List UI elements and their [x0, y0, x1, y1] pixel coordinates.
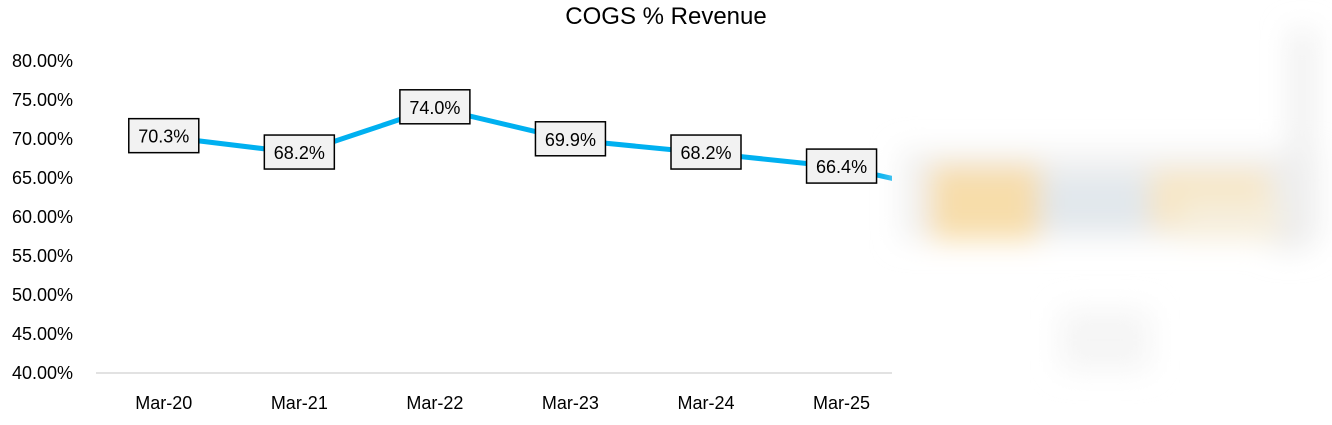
data-label-box: [670, 134, 742, 170]
y-tick-label: 60.00%: [12, 207, 73, 227]
x-tick-label: Mar-23: [542, 393, 599, 413]
blur-smudge: [1290, 30, 1314, 190]
data-label: 68.2%: [680, 143, 731, 163]
data-label-box: [128, 117, 200, 154]
x-tick-label: Mar-21: [271, 393, 328, 413]
y-tick-label: 45.00%: [12, 324, 73, 344]
blur-smudge: [1040, 175, 1160, 230]
blur-smudge: [1180, 200, 1280, 240]
data-label-box: [263, 134, 336, 170]
chart-title: COGS % Revenue: [565, 3, 766, 30]
data-label: 69.9%: [545, 130, 596, 150]
data-label-box: [534, 121, 607, 157]
y-tick-label: 70.00%: [12, 129, 73, 149]
y-tick-label: 80.00%: [12, 51, 73, 71]
x-tick-label: Mar-20: [135, 393, 192, 413]
y-tick-label: 75.00%: [12, 90, 73, 110]
x-tick-label: Mar-22: [406, 393, 463, 413]
blur-smudge: [1060, 310, 1150, 370]
data-label: 66.4%: [816, 157, 867, 177]
data-label-box: [805, 148, 878, 184]
data-label: 74.0%: [409, 98, 460, 118]
y-tick-label: 50.00%: [12, 285, 73, 305]
y-axis: 40.00% 45.00% 50.00% 55.00% 60.00% 65.00% 70.0…: [12, 51, 73, 383]
data-label-box: [399, 89, 471, 125]
blur-smudges: [900, 30, 1320, 370]
data-label: 70.3%: [138, 127, 189, 147]
y-tick-label: 40.00%: [12, 363, 73, 383]
data-labels: 70.3% 68.2% 74.0% 69.9% 68.2% 66.4%: [128, 89, 878, 184]
data-label: 68.2%: [274, 143, 325, 163]
x-tick-label: Mar-24: [677, 393, 734, 413]
y-tick-label: 65.00%: [12, 168, 73, 188]
blurred-forecast-region: [892, 0, 1332, 425]
y-tick-label: 55.00%: [12, 246, 73, 266]
x-tick-label: Mar-25: [813, 393, 870, 413]
blur-smudge: [930, 165, 1040, 240]
